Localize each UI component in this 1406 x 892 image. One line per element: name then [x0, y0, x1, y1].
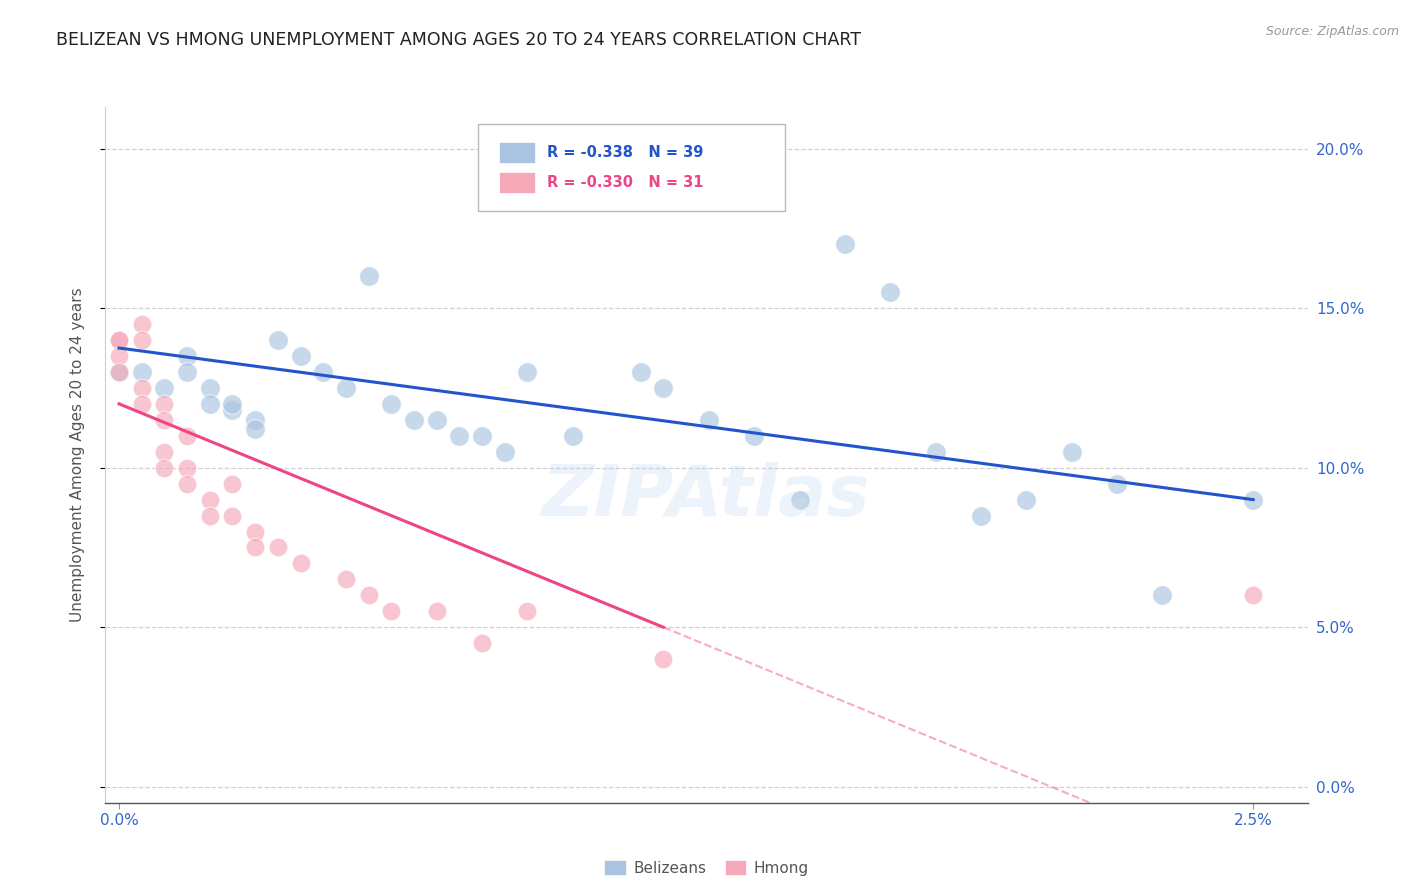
Point — [108, 365, 131, 379]
Point — [312, 365, 335, 379]
Point — [221, 403, 243, 417]
Point — [108, 333, 131, 347]
Point — [1152, 588, 1174, 602]
Point — [380, 397, 402, 411]
Point — [176, 460, 198, 475]
Point — [1105, 476, 1128, 491]
Point — [221, 508, 243, 523]
Point — [516, 365, 538, 379]
Point — [742, 429, 765, 443]
Point — [267, 541, 290, 555]
Point — [426, 604, 449, 618]
Point — [1015, 492, 1038, 507]
Point — [697, 413, 720, 427]
Point — [198, 508, 221, 523]
Point — [924, 444, 946, 458]
Point — [357, 588, 380, 602]
Point — [131, 333, 153, 347]
Point — [176, 429, 198, 443]
Point — [153, 460, 176, 475]
Point — [402, 413, 425, 427]
Point — [652, 652, 675, 666]
Point — [1241, 492, 1264, 507]
Point — [243, 541, 266, 555]
Text: ZIPAtlas: ZIPAtlas — [543, 462, 870, 531]
Point — [243, 413, 266, 427]
Point — [131, 365, 153, 379]
Text: R = -0.330   N = 31: R = -0.330 N = 31 — [547, 175, 703, 190]
Point — [494, 444, 516, 458]
Point — [380, 604, 402, 618]
Point — [131, 317, 153, 331]
Point — [516, 604, 538, 618]
Point — [153, 444, 176, 458]
Point — [153, 381, 176, 395]
Point — [879, 285, 901, 300]
Point — [970, 508, 993, 523]
Point — [471, 429, 494, 443]
Point — [153, 413, 176, 427]
Point — [243, 524, 266, 539]
Point — [335, 573, 357, 587]
Point — [131, 397, 153, 411]
Point — [176, 365, 198, 379]
Point — [335, 381, 357, 395]
Point — [1060, 444, 1083, 458]
Bar — [499, 142, 534, 162]
Point — [630, 365, 652, 379]
Point — [198, 492, 221, 507]
Point — [1241, 588, 1264, 602]
Point — [198, 381, 221, 395]
Point — [607, 157, 630, 171]
Point — [153, 397, 176, 411]
Point — [357, 269, 380, 284]
Point — [290, 349, 312, 363]
Point — [834, 237, 856, 252]
Point — [221, 397, 243, 411]
Bar — [499, 172, 534, 193]
Point — [221, 476, 243, 491]
Point — [426, 413, 449, 427]
FancyBboxPatch shape — [478, 124, 785, 211]
Point — [471, 636, 494, 650]
Point — [561, 429, 583, 443]
Point — [789, 492, 811, 507]
Point — [176, 349, 198, 363]
Text: BELIZEAN VS HMONG UNEMPLOYMENT AMONG AGES 20 TO 24 YEARS CORRELATION CHART: BELIZEAN VS HMONG UNEMPLOYMENT AMONG AGE… — [56, 31, 862, 49]
Point — [198, 397, 221, 411]
Text: R = -0.338   N = 39: R = -0.338 N = 39 — [547, 145, 703, 160]
Point — [243, 422, 266, 436]
Point — [652, 381, 675, 395]
Y-axis label: Unemployment Among Ages 20 to 24 years: Unemployment Among Ages 20 to 24 years — [70, 287, 84, 623]
Point — [176, 476, 198, 491]
Point — [131, 381, 153, 395]
Point — [449, 429, 471, 443]
Point — [108, 333, 131, 347]
Point — [108, 365, 131, 379]
Point — [290, 557, 312, 571]
Legend: Belizeans, Hmong: Belizeans, Hmong — [598, 855, 815, 882]
Point — [267, 333, 290, 347]
Text: Source: ZipAtlas.com: Source: ZipAtlas.com — [1265, 25, 1399, 38]
Point — [108, 349, 131, 363]
